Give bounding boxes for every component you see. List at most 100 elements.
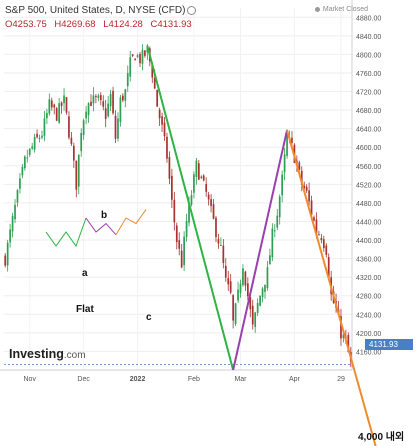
candle-body [82,120,85,136]
candle-body [85,111,87,119]
y-tick-label: 4360.00 [356,257,381,264]
candle-body [283,154,286,173]
candle-body [21,167,24,176]
y-tick-label: 4800.00 [356,52,381,59]
sketch-wave-a [45,217,87,248]
candle-body [276,215,279,228]
candle-body [95,96,97,98]
candle-body [68,116,70,138]
y-tick-label: 4320.00 [356,275,381,282]
y-tick-label: 4440.00 [356,219,381,226]
y-tick-label: 4160.00 [356,349,381,356]
candle-body [14,204,16,220]
candle-body [136,55,139,57]
candle-body [188,202,190,223]
candle-body [72,145,75,161]
candle-body [75,160,78,190]
candle-body [259,295,261,306]
candle-body [210,199,212,206]
candle-body [114,115,117,139]
candle-body [119,97,122,123]
candle-body [246,283,249,297]
candle-body [173,199,176,223]
close-value: C4131.93 [150,19,192,30]
x-tick-label: Nov [24,376,37,383]
candle-body [232,295,234,321]
candle-body [215,217,217,238]
candle-body [107,103,110,117]
candle-body [303,185,306,189]
x-axis: Nov Dec 2022 Feb Mar Apr 29 [0,369,352,383]
candle-body [163,122,166,137]
status-dot-icon [314,6,320,12]
x-tick-label: 29 [337,376,345,383]
candle-body [286,135,288,156]
candle-body [315,219,318,234]
candle-body [48,99,51,114]
candle-body [58,103,60,123]
candle-body [320,237,323,241]
logo-suffix: .com [63,350,86,361]
candle-body [139,53,141,64]
candle-body [53,104,56,108]
circle-icon[interactable] [187,6,197,15]
candle-body [254,312,257,327]
y-tick-label: 4240.00 [356,312,381,319]
market-status: Market Closed [314,6,368,13]
market-status-label: Market Closed [322,6,368,13]
candle-body [220,244,222,246]
candle-body [129,57,132,77]
candle-body [134,58,136,61]
candle-body [322,239,325,249]
candle-body [171,175,173,200]
candle-body [224,265,227,278]
candle-body [158,109,161,119]
candle-body [313,217,315,221]
candle-body [222,245,225,263]
investing-logo: Investing.com [9,347,86,361]
candle-body [46,112,48,119]
candle-body [16,190,19,203]
wave-A-line [146,45,235,371]
candle-body [102,101,105,107]
candle-body [97,95,100,98]
y-tick-label: 4640.00 [356,127,381,134]
x-tick-label: Feb [188,376,200,383]
candle-body [249,297,252,310]
candle-body [50,100,53,108]
candle-body [26,157,29,159]
candle-body [256,302,259,313]
wave-lines [146,45,377,446]
y-tick-label: 4840.00 [356,34,381,41]
candle-body [325,245,328,255]
chart-grid [4,8,352,370]
candle-body [308,190,310,202]
candle-body [55,108,58,121]
candle-body [90,101,92,106]
candle-body [112,90,114,114]
annotation-a: a [82,268,88,279]
candle-body [347,334,350,353]
candle-body [175,225,178,243]
y-tick-label: 4280.00 [356,294,381,301]
candle-body [131,54,134,56]
candle-body [340,316,342,339]
y-tick-label: 4520.00 [356,182,381,189]
candle-body [23,156,26,169]
candle-body [4,255,7,266]
candle-body [28,148,31,155]
candle-body [234,303,237,324]
candle-body [87,103,90,116]
candle-body [271,228,274,258]
candle-body [298,162,301,170]
candle-body [38,137,41,139]
open-value: O4253.75 [5,19,47,30]
candle-body [197,163,200,180]
y-tick-label: 4200.00 [356,331,381,338]
candle-body [104,108,107,119]
candle-body [261,288,264,297]
y-tick-label: 4600.00 [356,145,381,152]
target-annotation: 4,000 내외 [358,432,405,443]
sketch-wave-b [85,217,117,236]
